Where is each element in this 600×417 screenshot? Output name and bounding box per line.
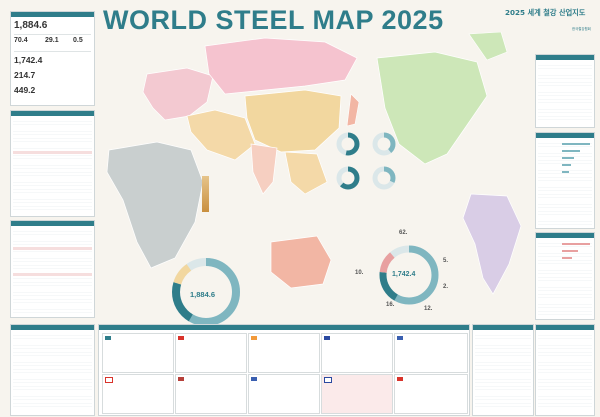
country-cell-1 — [102, 333, 174, 373]
donut-consumption — [379, 245, 439, 305]
callout-4: 12. — [424, 306, 433, 312]
donut-consumption-value: 1,742.4 — [392, 271, 416, 278]
trade-value-a: 214.7 — [14, 70, 36, 80]
region-africa — [106, 141, 204, 269]
country-cell-9 — [321, 374, 393, 414]
callout-3: 16. — [386, 302, 395, 308]
bottom-right-2-rows — [538, 332, 592, 413]
poster-title: WORLD STEEL MAP 2025 — [103, 5, 444, 35]
country-cell-2 — [175, 333, 247, 373]
region-greenland — [468, 32, 508, 61]
country-grid-header — [99, 325, 469, 330]
callout-5: 2. — [443, 284, 449, 290]
summary-line-2 — [14, 51, 91, 52]
right-panel-2-rows — [538, 140, 592, 226]
right-panel-1 — [535, 54, 595, 128]
country-cell-8 — [248, 374, 320, 414]
bar-4 — [562, 164, 571, 166]
ranking-panel-companies-header — [11, 221, 94, 226]
ranking-panel-producers — [10, 110, 95, 217]
bar-1 — [562, 143, 590, 145]
ranking-table-rows — [13, 118, 92, 214]
right-panel-2-header — [536, 133, 594, 138]
right-panel-2 — [535, 132, 595, 229]
donut-production-value: 1,884.6 — [190, 290, 216, 299]
right-panel-3-header — [536, 233, 594, 238]
highlight-row-korea — [13, 151, 92, 155]
sub-value-2: 29.1 — [45, 37, 59, 44]
country-cell-6 — [102, 374, 174, 414]
country-cell-5 — [394, 333, 468, 373]
bar-2 — [562, 150, 580, 152]
bottom-panel-left — [10, 324, 95, 416]
ranking-panel-producers-header — [11, 111, 94, 116]
region-oceania — [270, 235, 332, 289]
right-panel-1-header — [536, 55, 594, 60]
region-india — [250, 143, 278, 195]
poster-subtitle: 2025 세계 철강 산업지도 — [505, 8, 586, 17]
summary-line-1 — [14, 34, 91, 35]
highlight-row-hyundai — [13, 273, 92, 277]
summary-panel-header — [11, 12, 94, 17]
region-southeast-asia — [284, 151, 328, 195]
bar-5 — [562, 171, 569, 173]
bar-3 — [562, 157, 574, 159]
world-map — [106, 32, 522, 295]
red-bar-1 — [562, 243, 590, 245]
right-panel-3 — [535, 232, 595, 320]
region-europe — [142, 67, 214, 121]
highlight-row-posco — [13, 247, 92, 251]
region-middle-east — [186, 109, 256, 161]
trade-value-b: 449.2 — [14, 85, 36, 95]
bottom-panel-right-2 — [535, 324, 595, 416]
company-table-rows — [13, 228, 92, 314]
region-russia — [204, 37, 358, 95]
bottom-panel-left-header — [11, 325, 94, 330]
donut-production — [172, 258, 240, 326]
bottom-right-1-rows — [475, 332, 531, 413]
mini-donuts — [336, 132, 396, 190]
consumption-value: 1,742.4 — [14, 55, 43, 65]
country-cell-3 — [248, 333, 320, 373]
red-bar-2 — [562, 250, 578, 252]
country-cell-10 — [394, 374, 468, 414]
china-bar — [202, 176, 209, 212]
summary-panel: 1,884.6 70.4 29.1 0.5 1,742.4 214.7 449.… — [10, 11, 95, 106]
right-panel-1-rows — [538, 62, 592, 125]
bottom-panel-right-2-header — [536, 325, 594, 330]
region-china — [244, 89, 342, 153]
callout-6: 10. — [355, 270, 364, 276]
sub-value-3: 0.5 — [73, 37, 83, 44]
country-grid-panel — [98, 324, 470, 416]
bottom-panel-right-1-header — [473, 325, 533, 330]
country-cell-7 — [175, 374, 247, 414]
region-north-america — [376, 51, 488, 165]
crude-steel-value: 1,884.6 — [14, 20, 48, 31]
sub-value-1: 70.4 — [14, 37, 28, 44]
callout-1: 62. — [399, 230, 408, 236]
callout-2: 5. — [443, 258, 449, 264]
right-panel-3-rows — [538, 240, 592, 317]
country-cell-4 — [321, 333, 393, 373]
bottom-left-rows — [13, 332, 92, 413]
organization-name: 한국철강협회 — [572, 27, 591, 31]
region-south-america — [462, 193, 522, 295]
bottom-panel-right-1 — [472, 324, 534, 416]
region-japan — [346, 93, 360, 127]
ranking-panel-companies — [10, 220, 95, 318]
red-bar-3 — [562, 257, 572, 259]
